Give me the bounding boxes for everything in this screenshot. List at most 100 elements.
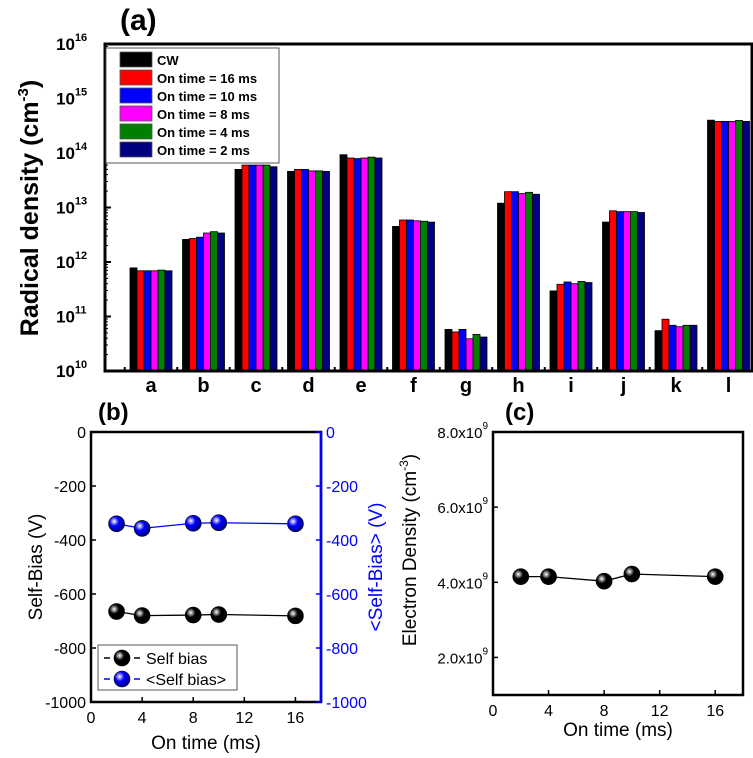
data-point: [540, 568, 557, 585]
x-tick-label: j: [620, 375, 627, 397]
bar-l-1: [714, 121, 722, 372]
y-tick-label: 2.0x109: [437, 646, 488, 667]
legend-swatch: [119, 105, 153, 122]
bar-e-2: [353, 158, 362, 372]
y-right-tick-label: -800: [326, 641, 358, 658]
x-tick-label: g: [460, 375, 472, 397]
x-tick-label: e: [355, 375, 366, 397]
panel-label-a: (a): [120, 4, 157, 37]
bar-f-4: [420, 220, 428, 372]
x-tick-label: h: [512, 375, 524, 397]
bar-h-5: [532, 193, 540, 372]
x-tick-label: d: [302, 375, 314, 397]
bar-a-0: [129, 267, 138, 372]
panel-a: (a)a b c d e f g h i j k l1010101110121013101410151…: [15, 4, 753, 397]
bar-e-3: [360, 157, 369, 372]
y-tick-label: 1015: [56, 87, 87, 109]
legend-swatch: [119, 123, 153, 140]
bar-d-4: [315, 170, 323, 372]
bar-a-4: [157, 269, 166, 372]
x-tick-label: l: [726, 375, 732, 397]
bar-k-4: [682, 324, 691, 372]
data-point: [287, 515, 304, 533]
data-point: [595, 572, 613, 590]
legend-label: On time = 4 ms: [157, 125, 250, 140]
x-tick-label: 4: [138, 710, 147, 727]
bar-j-0: [602, 221, 610, 372]
legend-label: Self bias: [146, 651, 207, 668]
bar-i-1: [556, 283, 565, 372]
plot-frame-c: [491, 430, 745, 697]
y-tick-exp: 9: [482, 646, 488, 657]
bar-b-1: [189, 238, 197, 372]
bar-i-0: [549, 290, 558, 372]
bar-f-3: [413, 220, 421, 372]
y-axis-title-b: Self-Bias (V): [26, 514, 47, 621]
bar-b-3: [203, 232, 211, 372]
y-tick-base: 10: [56, 253, 75, 272]
bar-f-1: [399, 219, 407, 372]
y-right-tick-label: -400: [326, 533, 358, 550]
x-tick-label: a: [145, 375, 157, 397]
bar-d-0: [287, 170, 295, 372]
bar-g-3: [465, 338, 474, 372]
legend-label: On time = 8 ms: [157, 107, 250, 122]
bar-g-5: [479, 336, 488, 372]
bar-e-1: [346, 157, 355, 372]
legend-swatch: [119, 51, 153, 68]
y-tick-base: 10: [56, 35, 75, 54]
y-tick-base: 6.0x10: [437, 500, 482, 517]
bar-k-5: [689, 324, 698, 372]
y-tick-base: 10: [56, 199, 75, 218]
x-axis-title-b: On time (ms): [151, 733, 261, 754]
y-right-axis-title-b: <Self-Bias> (V): [366, 503, 387, 632]
bar-k-1: [661, 318, 670, 372]
bar-j-5: [637, 212, 645, 372]
x-tick-label: 16: [287, 710, 305, 727]
bar-b-4: [210, 231, 218, 372]
y-tick-label: -400: [54, 533, 86, 550]
x-tick-label: 12: [235, 710, 253, 727]
x-tick-label: f: [410, 375, 417, 397]
data-point: [706, 568, 724, 585]
legend-a: CW On time = 16 ms On time = 10 ms On time …: [105, 47, 280, 164]
y-tick-label: 1013: [56, 196, 87, 218]
bar-f-5: [427, 221, 435, 372]
bar-c-2: [248, 164, 257, 372]
x-tick-label: 0: [489, 703, 498, 720]
y-tick-label: -200: [54, 479, 86, 496]
x-tick-label: 8: [600, 703, 609, 720]
y-tick-exp: 9: [482, 571, 488, 582]
bar-c-5: [269, 166, 278, 372]
bar-j-4: [630, 211, 638, 372]
bar-k-3: [675, 326, 684, 372]
bar-i-3: [570, 283, 579, 372]
y-tick-base: 10: [56, 144, 75, 163]
y-tick-exp: 16: [75, 32, 87, 44]
bar-f-2: [406, 219, 414, 372]
y-title-close: ): [400, 454, 421, 460]
bar-b-0: [182, 238, 190, 372]
bar-b-5: [217, 232, 225, 372]
legend-swatch: [119, 87, 153, 104]
y-title-text: Electron Density (cm: [400, 471, 421, 646]
bar-h-2: [511, 191, 519, 372]
data-point: [210, 606, 228, 623]
bar-g-0: [444, 328, 453, 372]
y-axis-title-c: Electron Density (cm-3): [397, 454, 421, 646]
bar-b-2: [196, 236, 204, 372]
data-point: [133, 607, 151, 624]
data-point: [287, 607, 304, 625]
y-tick-label: 6.0x109: [437, 496, 488, 517]
data-point: [108, 515, 125, 533]
bar-j-3: [623, 211, 631, 372]
bar-d-1: [294, 169, 302, 372]
panel-b: (b) 0 0 -200 -200 -400 -400 -600 -600 -800 -800 -10…: [26, 399, 387, 754]
bar-c-0: [234, 169, 243, 372]
bar-h-0: [497, 202, 505, 372]
x-tick-label: 16: [706, 703, 724, 720]
data-point: [184, 514, 202, 532]
y-tick-label: 1011: [56, 305, 87, 327]
